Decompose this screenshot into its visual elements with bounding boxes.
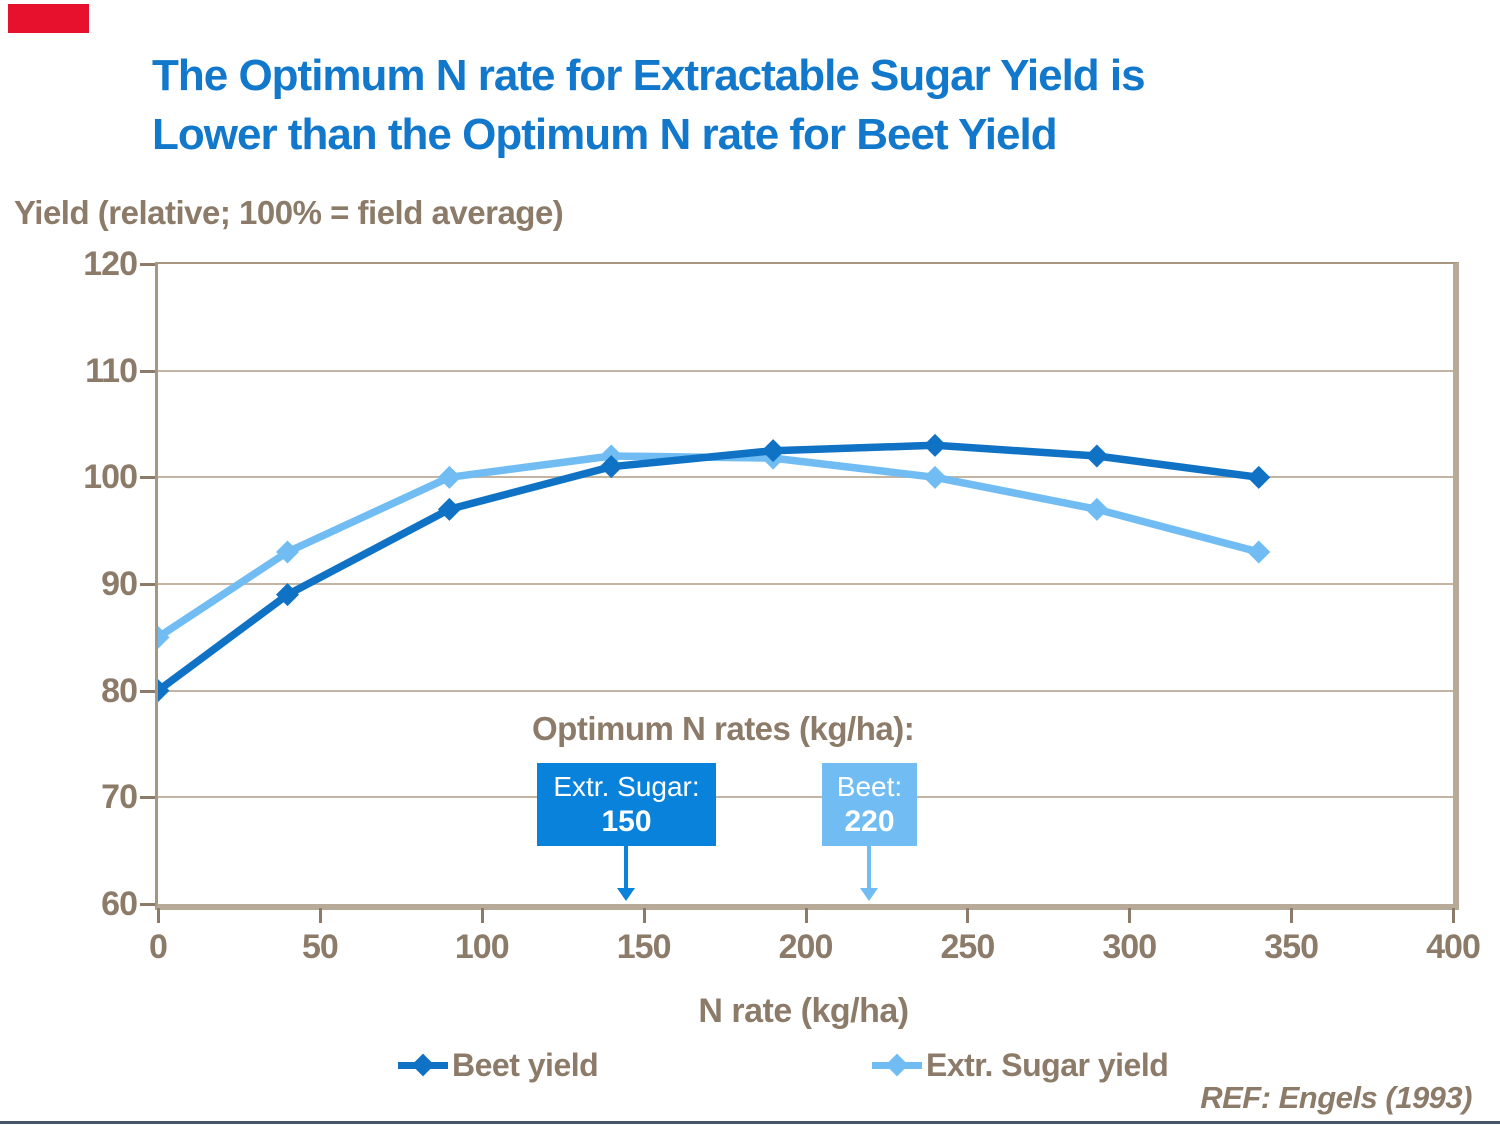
x-tick-mark-350 bbox=[1290, 908, 1294, 923]
beet-callout-label: Beet: bbox=[836, 770, 903, 802]
data-point-beet-yield-x340 bbox=[1247, 465, 1271, 489]
sugar-callout-label: Extr. Sugar: bbox=[553, 770, 700, 802]
slide-title-line1: The Optimum N rate for Extractable Sugar… bbox=[152, 51, 1146, 100]
x-tick-mark-50 bbox=[318, 908, 322, 923]
legend-label-sugar: Extr. Sugar yield bbox=[926, 1046, 1169, 1083]
x-tick-label-400: 400 bbox=[1426, 928, 1481, 966]
y-tick-mark-60 bbox=[140, 903, 155, 906]
x-tick-mark-250 bbox=[966, 908, 970, 923]
annotation-heading: Optimum N rates (kg/ha): bbox=[532, 710, 915, 747]
y-tick-label-110: 110 bbox=[85, 351, 138, 390]
data-point-extr-sugar-yield-x290 bbox=[1085, 497, 1109, 521]
data-point-beet-yield-x0 bbox=[158, 679, 170, 703]
legend-item-sugar-yield: Extr. Sugar yield bbox=[872, 1046, 1169, 1084]
sugar-arrow-head-icon bbox=[617, 888, 635, 901]
beet-arrow-head-icon bbox=[860, 888, 878, 901]
y-tick-label-90: 90 bbox=[101, 565, 138, 603]
x-tick-label-300: 300 bbox=[1102, 928, 1157, 966]
beet-callout-value: 220 bbox=[844, 804, 895, 838]
x-tick-label-150: 150 bbox=[616, 928, 672, 966]
corner-red-block bbox=[8, 4, 89, 33]
chart-series-svg bbox=[158, 433, 1271, 703]
data-point-extr-sugar-yield-x90 bbox=[437, 465, 461, 489]
gridline-y-70 bbox=[158, 796, 1453, 799]
x-tick-label-0: 0 bbox=[149, 928, 168, 966]
sugar-series-marker-icon bbox=[872, 1046, 922, 1084]
beet-optimum-callout: Beet: 220 bbox=[822, 763, 917, 846]
data-point-extr-sugar-yield-x240 bbox=[923, 465, 947, 489]
footer-rule bbox=[0, 1121, 1500, 1124]
x-tick-mark-200 bbox=[804, 908, 808, 923]
data-point-extr-sugar-yield-x0 bbox=[158, 625, 170, 649]
x-tick-label-250: 250 bbox=[940, 928, 996, 966]
x-tick-mark-300 bbox=[1128, 908, 1132, 923]
y-tick-label-70: 70 bbox=[101, 778, 138, 817]
slide-title: The Optimum N rate for Extractable Sugar… bbox=[152, 46, 1412, 164]
y-axis-header: Yield (relative; 100% = field average) bbox=[14, 194, 564, 231]
x-tick-mark-150 bbox=[642, 908, 646, 923]
data-point-extr-sugar-yield-x340 bbox=[1247, 540, 1271, 564]
legend-item-beet-yield: Beet yield bbox=[398, 1046, 599, 1084]
y-tick-label-120: 120 bbox=[83, 245, 138, 283]
x-tick-label-50: 50 bbox=[301, 928, 339, 966]
gridline-y-100 bbox=[158, 476, 1453, 479]
data-point-extr-sugar-yield-x40 bbox=[276, 540, 299, 564]
x-tick-mark-100 bbox=[480, 908, 484, 923]
gridline-y-80 bbox=[158, 689, 1453, 692]
sugar-callout-value: 150 bbox=[601, 804, 652, 838]
data-point-beet-yield-x290 bbox=[1085, 444, 1109, 468]
y-tick-mark-80 bbox=[140, 689, 155, 693]
series-line-0 bbox=[158, 441, 1263, 695]
x-tick-label-350: 350 bbox=[1264, 928, 1319, 966]
y-tick-mark-100 bbox=[140, 476, 155, 480]
x-axis-title: N rate (kg/ha) bbox=[698, 992, 909, 1030]
y-tick-label-60: 60 bbox=[101, 885, 138, 923]
x-tick-label-200: 200 bbox=[778, 928, 834, 966]
y-tick-mark-90 bbox=[140, 583, 155, 586]
gridline-y-110 bbox=[158, 369, 1453, 372]
x-tick-mark-0 bbox=[157, 908, 160, 923]
y-tick-mark-110 bbox=[140, 369, 155, 373]
y-tick-label-100: 100 bbox=[83, 458, 138, 497]
gridline-y-90 bbox=[158, 583, 1453, 585]
y-tick-mark-70 bbox=[140, 796, 155, 800]
plot-area bbox=[155, 262, 1459, 910]
beet-arrow bbox=[867, 846, 871, 890]
data-point-beet-yield-x190 bbox=[761, 439, 785, 463]
sugar-optimum-callout: Extr. Sugar: 150 bbox=[537, 763, 716, 846]
beet-series-marker-icon bbox=[398, 1046, 448, 1084]
data-point-beet-yield-x240 bbox=[923, 433, 947, 457]
legend-label-beet: Beet yield bbox=[452, 1046, 599, 1083]
series-line-1 bbox=[158, 452, 1263, 642]
y-tick-label-80: 80 bbox=[101, 671, 138, 710]
reference-text: REF: Engels (1993) bbox=[1200, 1080, 1472, 1115]
data-point-beet-yield-x140 bbox=[599, 455, 623, 479]
data-point-beet-yield-x40 bbox=[276, 583, 299, 607]
y-tick-mark-120 bbox=[140, 263, 155, 266]
x-tick-mark-400 bbox=[1452, 908, 1455, 923]
x-tick-label-100: 100 bbox=[454, 928, 510, 966]
sugar-arrow bbox=[624, 846, 628, 890]
slide-title-line2: Lower than the Optimum N rate for Beet Y… bbox=[152, 110, 1058, 159]
